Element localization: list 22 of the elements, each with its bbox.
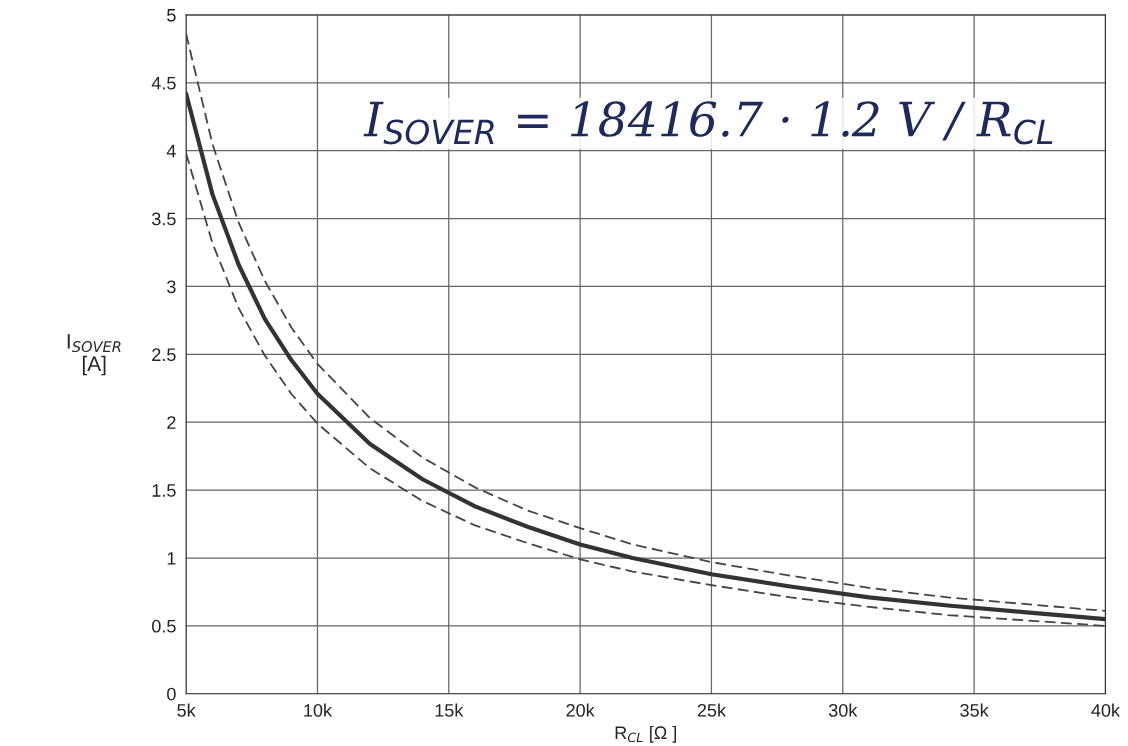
y-tick-label: 2.5 (152, 348, 176, 362)
annotation: I$_{SOVER}$ = 18416.7 · 1.2 V / R$_{CL}$ (363, 101, 1053, 145)
x-tick-label: 5k (177, 703, 196, 717)
y-tick-label: 1.5 (152, 484, 176, 497)
y-tick-label: 5 (167, 9, 176, 22)
x-tick-label: 35k (960, 703, 989, 717)
x-tick-label: 20k (566, 703, 595, 717)
y-tick-label: 2 (167, 416, 176, 429)
y-tick-label: 1 (167, 552, 176, 565)
y-axis-title: I$_{SOVER}$ [A] (67, 334, 121, 376)
x-axis-title: R$_{CL}$ [Ω ] (615, 725, 677, 743)
y-tick-label: 3 (167, 280, 176, 294)
y-tick-label: 3.5 (151, 212, 176, 226)
x-tick-label: 25k (697, 703, 727, 717)
y-tick-label: 0 (167, 687, 176, 701)
y-tick-label: 4 (166, 144, 176, 158)
x-tick-label: 30k (828, 703, 858, 717)
x-tick-label: 40k (1091, 703, 1121, 717)
x-tick-label: 15k (435, 703, 464, 717)
x-tick-label: 10k (304, 703, 333, 717)
y-tick-label: 4.5 (151, 76, 176, 90)
y-tick-label: 0.5 (152, 619, 176, 633)
